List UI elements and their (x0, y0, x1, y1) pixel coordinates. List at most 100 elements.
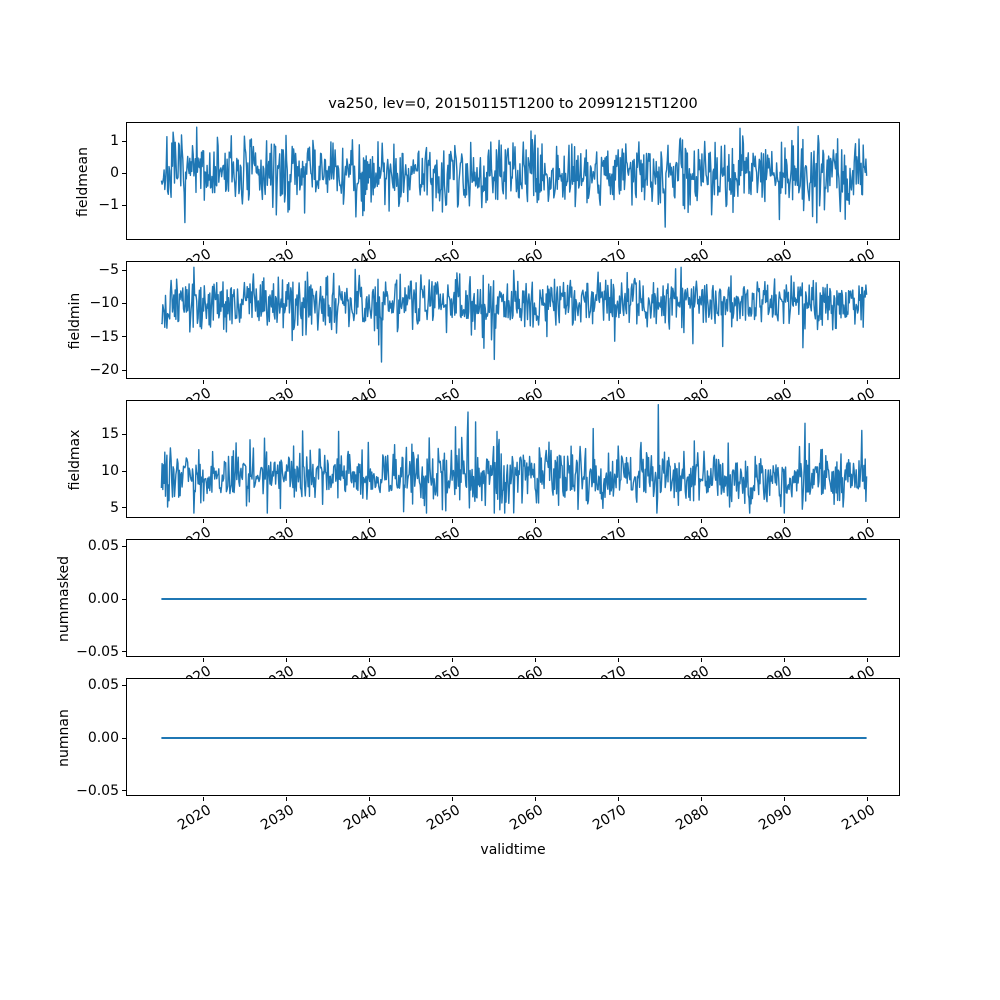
x-tick (368, 519, 370, 523)
x-tick (700, 380, 702, 384)
x-tick-label: 2060 (506, 802, 546, 834)
x-tick-label: 2080 (672, 802, 712, 834)
y-tick (122, 172, 126, 174)
y-tick-label: 0.05 (87, 538, 119, 555)
y-tick-label: 0 (110, 165, 119, 181)
x-tick (700, 241, 702, 245)
y-tick (122, 651, 126, 653)
x-tick (202, 380, 204, 384)
x-tick (617, 797, 619, 801)
x-tick (368, 241, 370, 245)
y-axis-label-numnan: numnan (56, 709, 72, 767)
y-tick (122, 507, 126, 509)
x-tick (202, 658, 204, 662)
x-tick (534, 241, 536, 245)
x-tick (534, 797, 536, 801)
x-tick (202, 519, 204, 523)
x-tick-label: 2040 (340, 802, 380, 834)
x-tick (285, 241, 287, 245)
x-tick (617, 519, 619, 523)
y-axis-label-fieldmax: fieldmax (67, 429, 83, 491)
figure-title: va250, lev=0, 20150115T1200 to 20991215T… (328, 96, 698, 112)
y-axis-label-nummasked: nummasked (56, 556, 72, 643)
y-tick-label: 10 (101, 463, 119, 480)
x-tick (866, 658, 868, 662)
x-tick (534, 380, 536, 384)
x-tick (368, 380, 370, 384)
y-tick-label: −0.05 (76, 643, 119, 660)
y-tick (122, 433, 126, 435)
y-tick-label: −10 (89, 295, 119, 312)
subplot-numnan: 0.05 0.00 −0.05 2020 2030 2040 2050 2060 2070 208… (56, 677, 900, 834)
x-tick-label: 2070 (589, 802, 629, 834)
y-tick-label: 15 (101, 426, 119, 443)
y-tick-label: 0.00 (87, 591, 119, 607)
subplot-fieldmax: 1510520202030204020502060207020802090210… (67, 400, 900, 556)
y-tick (122, 790, 126, 792)
x-tick (783, 380, 785, 384)
x-tick (202, 797, 204, 801)
x-tick (700, 658, 702, 662)
y-tick (122, 684, 126, 686)
x-tick (783, 241, 785, 245)
subplot-fieldmean: 10−1202020302040205020602070208020902100… (75, 122, 900, 278)
x-tick (866, 380, 868, 384)
y-tick (122, 545, 126, 547)
y-tick-label: −15 (89, 328, 119, 345)
x-tick (451, 797, 453, 801)
y-tick (122, 598, 126, 600)
x-tick (783, 519, 785, 523)
x-tick (285, 658, 287, 662)
x-tick (451, 519, 453, 523)
x-tick (783, 658, 785, 662)
y-tick (122, 737, 126, 739)
x-tick (700, 797, 702, 801)
y-tick-label: −0.05 (76, 782, 119, 799)
x-tick (617, 241, 619, 245)
y-tick-label: 0.00 (87, 730, 119, 746)
y-axis-label-fieldmin: fieldmin (67, 292, 83, 350)
x-tick (285, 797, 287, 801)
y-axis-label-fieldmean: fieldmean (75, 147, 91, 217)
y-tick (122, 204, 126, 206)
line-series-nummasked (161, 598, 867, 600)
y-tick-label: −1 (98, 197, 119, 213)
y-tick-label: 1 (110, 133, 119, 149)
y-tick (122, 369, 126, 371)
y-tick (122, 140, 126, 142)
x-tick (285, 519, 287, 523)
x-tick (285, 380, 287, 384)
y-tick (122, 302, 126, 304)
y-tick (122, 470, 126, 472)
y-tick-label: −5 (98, 262, 119, 278)
line-series-numnan (161, 737, 867, 739)
x-tick (451, 658, 453, 662)
x-tick (617, 658, 619, 662)
x-tick (866, 519, 868, 523)
x-tick (700, 519, 702, 523)
x-tick (866, 797, 868, 801)
x-tick-label: 2030 (257, 802, 297, 834)
x-tick (617, 380, 619, 384)
x-tick (534, 519, 536, 523)
y-tick (122, 336, 126, 338)
x-tick-label: 2050 (423, 802, 463, 834)
subplot-fieldmin: −5−10−15−2020202030204020502060207020802… (67, 261, 900, 417)
x-tick (451, 380, 453, 384)
x-tick-label: 2100 (839, 802, 878, 834)
x-tick (783, 797, 785, 801)
x-tick (451, 241, 453, 245)
y-tick-label: −20 (89, 362, 119, 378)
y-tick-label: 5 (110, 499, 119, 516)
x-tick (368, 658, 370, 662)
y-tick-label: 0.05 (87, 677, 119, 694)
y-tick (122, 269, 126, 271)
line-series-fieldmax (160, 404, 868, 514)
x-tick (202, 241, 204, 245)
x-tick (534, 658, 536, 662)
x-tick (368, 797, 370, 801)
line-series-fieldmin (160, 266, 868, 363)
x-tick (866, 241, 868, 245)
line-series-fieldmean (160, 125, 868, 228)
